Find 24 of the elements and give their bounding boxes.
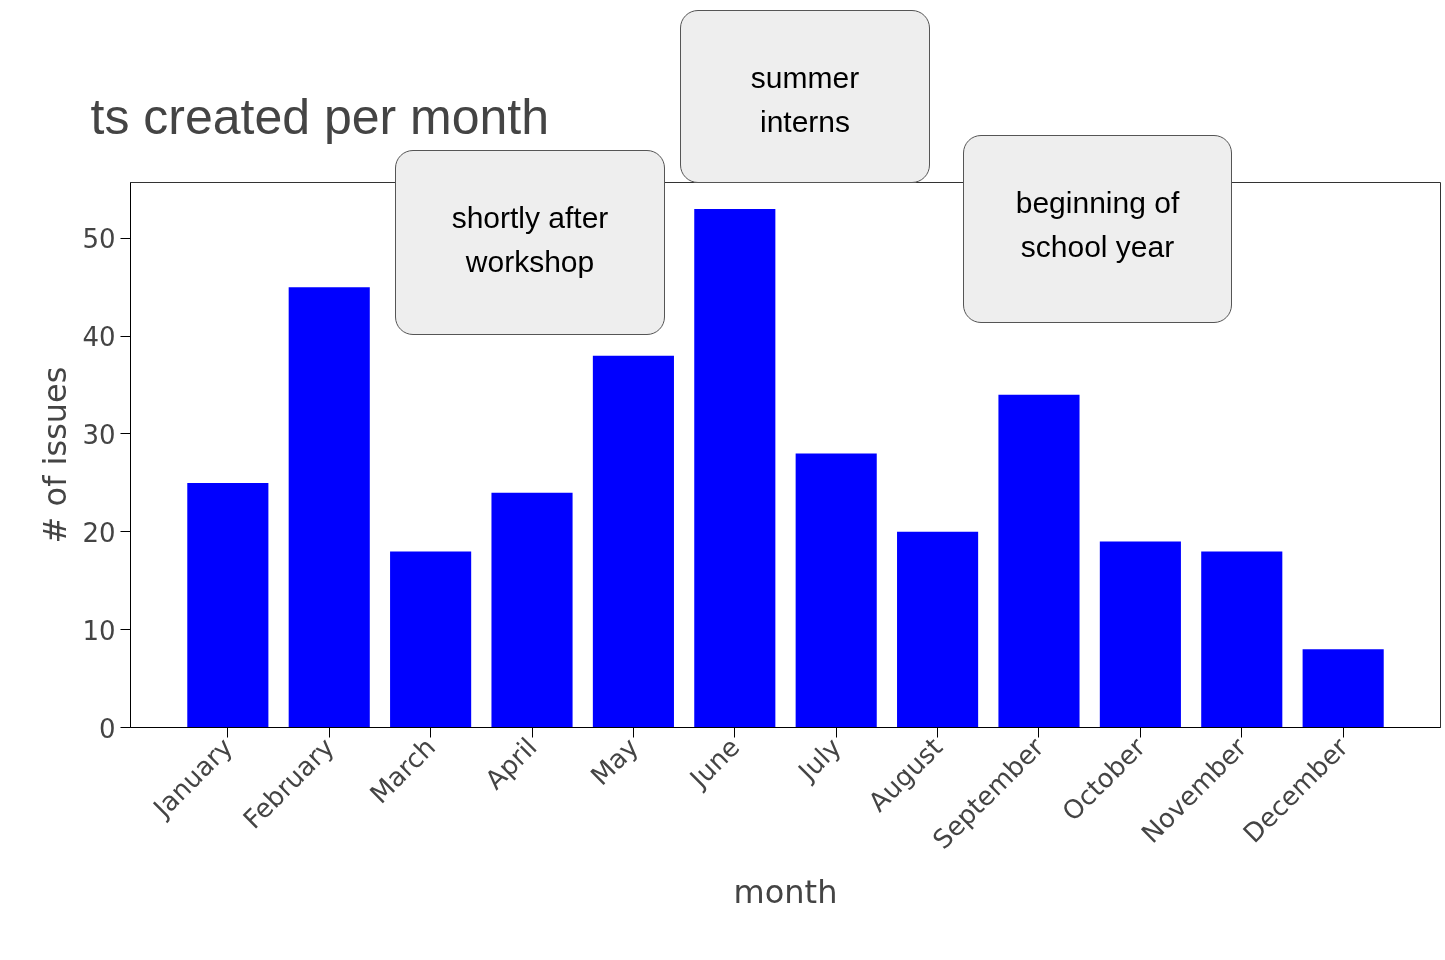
callout-box: summer interns	[680, 10, 930, 183]
x-axis-title: month	[733, 873, 838, 912]
bar	[491, 492, 573, 728]
bar	[694, 208, 776, 728]
bar	[897, 531, 979, 728]
bar	[187, 482, 269, 728]
callout-box: shortly after workshop	[395, 150, 665, 335]
y-tick-label: 10	[82, 615, 116, 646]
callout-box: beginning of school year	[963, 135, 1232, 323]
chart-title: ts created per month	[90, 89, 550, 145]
bar	[1302, 649, 1384, 728]
bar	[1201, 551, 1283, 728]
y-axis-title: # of issues	[36, 366, 75, 544]
bar	[592, 355, 674, 728]
bar	[795, 453, 877, 728]
bar	[288, 287, 370, 728]
bar	[390, 551, 472, 728]
y-tick-label: 20	[82, 517, 116, 548]
y-tick-label: 50	[82, 224, 116, 255]
y-tick-label: 40	[82, 322, 116, 353]
bar	[998, 394, 1080, 728]
y-tick-label: 0	[98, 713, 116, 744]
y-tick-label: 30	[82, 419, 116, 450]
bar	[1099, 541, 1181, 728]
